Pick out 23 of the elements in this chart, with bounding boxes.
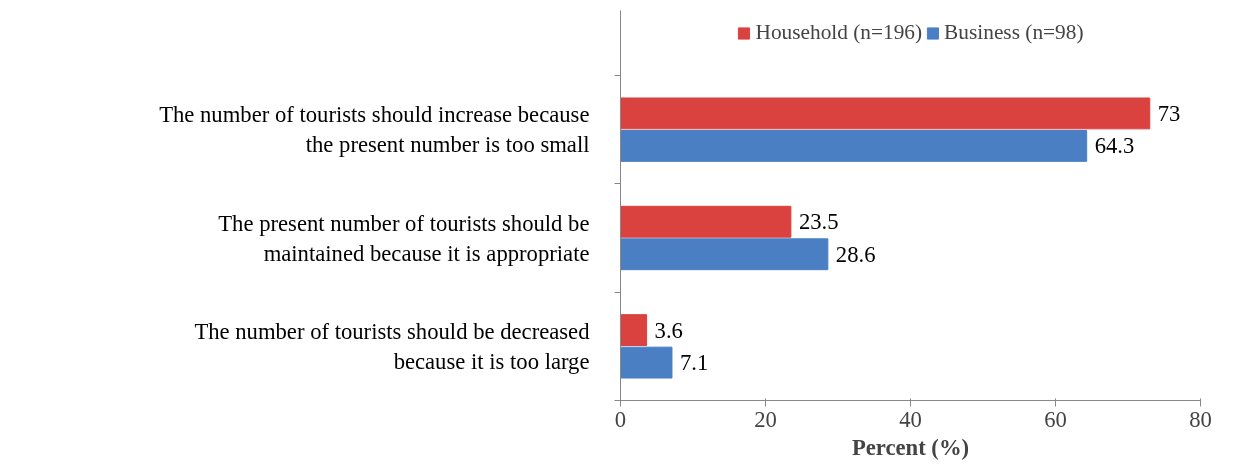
data-label: 28.6	[835, 241, 876, 267]
legend-label: Household (n=196)	[755, 20, 923, 45]
x-tick-label: 0	[614, 406, 627, 432]
bar	[620, 314, 648, 347]
legend-label: Business (n=98)	[944, 20, 1084, 45]
bar	[620, 205, 792, 238]
data-label: 3.6	[654, 317, 683, 343]
x-tick-label: 20	[754, 406, 777, 432]
y-tick-label: The number of tourists should be decreased because it is too large	[194, 318, 591, 374]
bar	[620, 129, 1088, 162]
x-tick-label: 40	[899, 406, 922, 432]
bar	[620, 97, 1151, 130]
data-label: 64.3	[1094, 133, 1135, 159]
data-label: 7.1	[679, 350, 709, 376]
y-tick-label: The present number of tourists should be maintained because it is appropriate	[218, 210, 590, 266]
x-tick-label: 80	[1189, 406, 1212, 432]
y-tick-label: The number of tourists should increase because the present number is too small	[159, 102, 590, 158]
data-label: 23.5	[798, 209, 839, 235]
data-label: 73	[1157, 100, 1181, 126]
x-tick-label: 60	[1044, 406, 1067, 432]
x-axis-title: Percent (%)	[851, 434, 970, 460]
bar	[620, 346, 673, 379]
bar	[620, 238, 829, 271]
